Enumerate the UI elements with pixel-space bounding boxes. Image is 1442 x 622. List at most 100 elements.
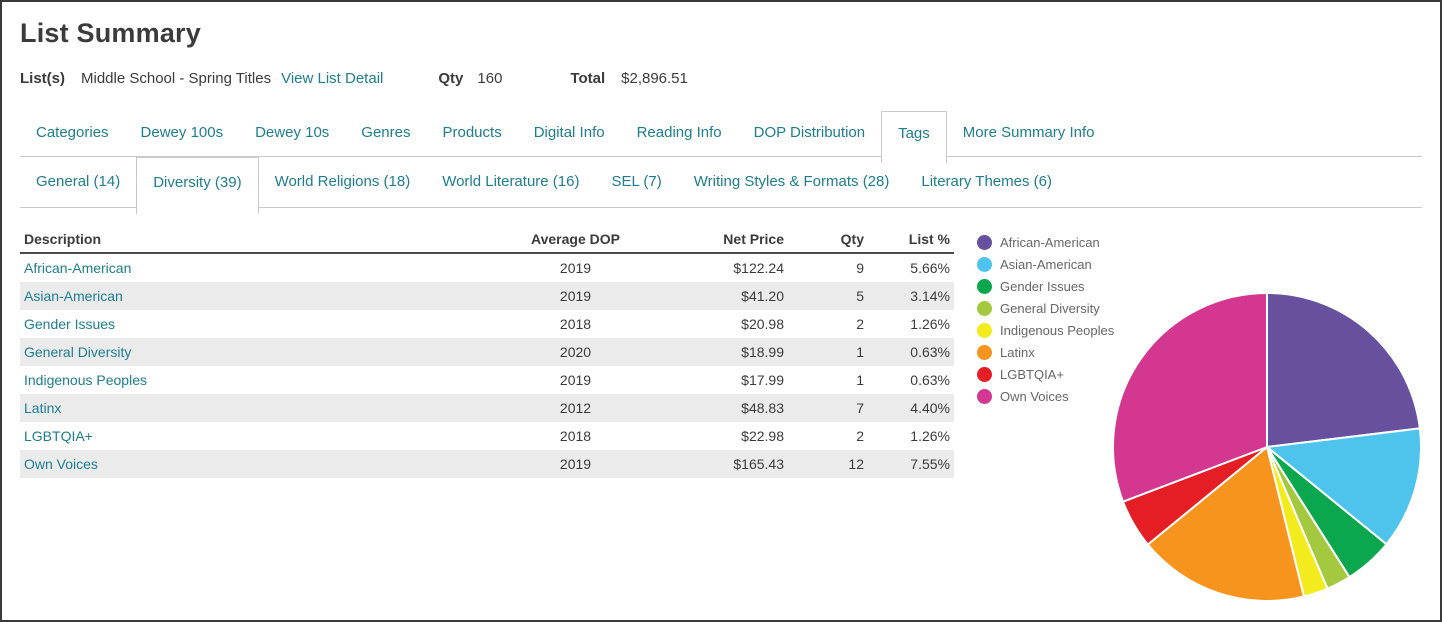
tag-link-lgbtqia[interactable]: LGBTQIA+: [24, 428, 93, 444]
tab-products[interactable]: Products: [442, 124, 502, 141]
legend-item-gender-issues: Gender Issues: [977, 275, 1114, 297]
tag-link-own-voices[interactable]: Own Voices: [24, 456, 98, 472]
tab-sel-7[interactable]: SEL (7): [611, 173, 662, 190]
qty-cell: 7: [856, 400, 864, 416]
tag-link-general-diversity[interactable]: General Diversity: [24, 344, 132, 360]
tab-genres[interactable]: Genres: [361, 124, 411, 141]
avg-dop-cell: 2019: [559, 260, 592, 276]
net-price-cell: $20.98: [741, 316, 784, 332]
table-row-indigenous-peoples: Indigenous Peoples 2019 $17.99 1 0.63%: [20, 366, 954, 394]
total-label: Total: [570, 70, 606, 87]
qty-cell: 9: [856, 260, 864, 276]
net-price-cell: $122.24: [733, 260, 784, 276]
list-pct-cell: 3.14%: [910, 288, 950, 304]
primary-tab-bar: Categories Dewey 100s Dewey 10s Genres Produ…: [20, 111, 1422, 163]
page-root: List Summary List(s) Middle School - Spr…: [2, 2, 1440, 609]
legend-label: LGBTQIA+: [1000, 366, 1064, 382]
tag-link-gender-issues[interactable]: Gender Issues: [24, 316, 116, 332]
tab-dop-distribution[interactable]: DOP Distribution: [753, 124, 866, 141]
legend-item-own-voices: Own Voices: [977, 385, 1114, 407]
avg-dop-cell: 2019: [559, 288, 592, 304]
tab-world-religions-18[interactable]: World Religions (18): [274, 173, 411, 190]
secondary-tab-bar: General (14) Diversity (39) World Religion…: [20, 157, 1422, 214]
pie-slice-own-voices[interactable]: [1112, 292, 1268, 503]
pie-slice-latinx[interactable]: [1146, 446, 1305, 602]
tab-literary-themes-6[interactable]: Literary Themes (6): [921, 173, 1052, 190]
tag-link-indigenous-peoples[interactable]: Indigenous Peoples: [24, 372, 147, 388]
column-header-description: Description: [24, 231, 102, 247]
table-body: African-American 2019 $122.24 9 5.66% Asian-A…: [20, 254, 954, 478]
legend-label: General Diversity: [1000, 300, 1100, 316]
qty-cell: 2: [856, 316, 864, 332]
tag-link-latinx[interactable]: Latinx: [24, 400, 62, 416]
avg-dop-cell: 2019: [559, 456, 592, 472]
description-cell: Indigenous Peoples: [20, 372, 498, 388]
list-pct-cell: 5.66%: [910, 260, 950, 276]
description-cell: General Diversity: [20, 344, 498, 360]
tab-dewey-100s[interactable]: Dewey 100s: [140, 124, 224, 141]
description-cell: LGBTQIA+: [20, 428, 498, 444]
legend-item-african-american: African-American: [977, 231, 1114, 253]
tab-categories[interactable]: Categories: [36, 124, 109, 141]
tab-general-14[interactable]: General (14): [36, 173, 121, 190]
avg-dop-cell: 2018: [559, 316, 592, 332]
tab-more-summary-info[interactable]: More Summary Info: [962, 124, 1095, 141]
total-value: $2,896.51: [621, 70, 688, 87]
description-cell: African-American: [20, 260, 498, 276]
description-cell: Gender Issues: [20, 316, 498, 332]
legend-item-lgbtqia: LGBTQIA+: [977, 363, 1114, 385]
table-row-latinx: Latinx 2012 $48.83 7 4.40%: [20, 394, 954, 422]
legend-label: Gender Issues: [1000, 278, 1085, 294]
page-title: List Summary: [20, 18, 201, 48]
tags-summary-table: Description Average DOP Net Price Qty List %…: [20, 229, 954, 478]
list-meta-row: List(s) Middle School - Spring Titles Vi…: [20, 70, 1422, 87]
legend-label: Asian-American: [1000, 256, 1092, 272]
qty-value: 160: [477, 70, 503, 87]
legend-item-indigenous-peoples: Indigenous Peoples: [977, 319, 1114, 341]
qty-cell: 1: [856, 344, 864, 360]
tab-digital-info[interactable]: Digital Info: [533, 124, 605, 141]
net-price-cell: $18.99: [741, 344, 784, 360]
column-header-net-price: Net Price: [723, 231, 784, 247]
table-row-african-american: African-American 2019 $122.24 9 5.66%: [20, 254, 954, 282]
description-cell: Latinx: [20, 400, 498, 416]
legend-swatch-icon: [977, 234, 992, 250]
legend-swatch-icon: [977, 366, 992, 382]
legend-swatch-icon: [977, 344, 992, 360]
table-row-own-voices: Own Voices 2019 $165.43 12 7.55%: [20, 450, 954, 478]
legend-item-asian-american: Asian-American: [977, 253, 1114, 275]
qty-cell: 12: [848, 456, 864, 472]
list-pct-cell: 0.63%: [910, 344, 950, 360]
description-cell: Asian-American: [20, 288, 498, 304]
legend-swatch-icon: [977, 300, 992, 316]
legend-label: Latinx: [1000, 344, 1035, 360]
view-list-detail-link[interactable]: View List Detail: [281, 70, 384, 87]
lists-label: List(s): [20, 70, 65, 87]
tag-link-african-american[interactable]: African-American: [24, 260, 132, 276]
legend-label: African-American: [1000, 234, 1100, 250]
tab-diversity-39[interactable]: Diversity (39): [136, 157, 259, 214]
column-header-qty: Qty: [840, 231, 864, 247]
qty-label: Qty: [438, 70, 464, 87]
qty-cell: 1: [856, 372, 864, 388]
tab-tags[interactable]: Tags: [881, 111, 947, 163]
legend-item-latinx: Latinx: [977, 341, 1114, 363]
tag-link-asian-american[interactable]: Asian-American: [24, 288, 123, 304]
tab-dewey-10s[interactable]: Dewey 10s: [255, 124, 330, 141]
net-price-cell: $22.98: [741, 428, 784, 444]
legend-swatch-icon: [977, 256, 992, 272]
tab-world-literature-16[interactable]: World Literature (16): [442, 173, 580, 190]
pie-slice-african-american[interactable]: [1266, 292, 1421, 448]
column-header-average-dop: Average DOP: [531, 231, 620, 247]
net-price-cell: $48.83: [741, 400, 784, 416]
tab-reading-info[interactable]: Reading Info: [636, 124, 722, 141]
description-cell: Own Voices: [20, 456, 498, 472]
avg-dop-cell: 2012: [559, 400, 592, 416]
tab-writing-styles-formats-28[interactable]: Writing Styles & Formats (28): [693, 173, 890, 190]
pie-slice-asian-american[interactable]: [1266, 427, 1422, 546]
net-price-cell: $41.20: [741, 288, 784, 304]
qty-cell: 5: [856, 288, 864, 304]
table-row-lgbtqia: LGBTQIA+ 2018 $22.98 2 1.26%: [20, 422, 954, 450]
legend-swatch-icon: [977, 322, 992, 338]
legend-swatch-icon: [977, 388, 992, 404]
